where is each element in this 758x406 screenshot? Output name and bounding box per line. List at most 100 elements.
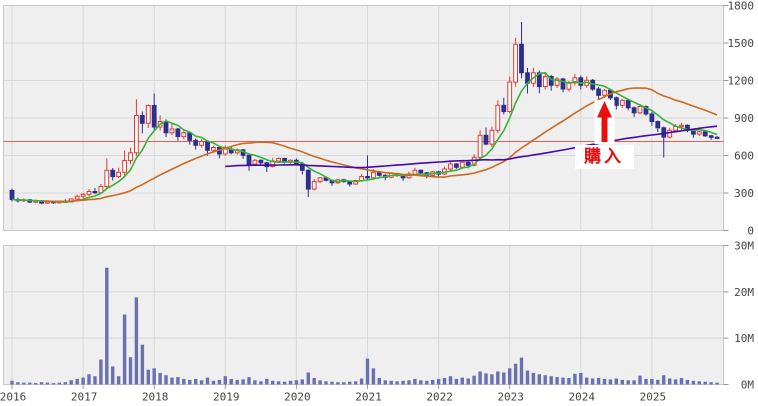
volume-bar [377,378,381,385]
volume-bar [436,378,441,385]
volume-bar [188,379,192,385]
volume-axis-label: 0M [741,379,755,392]
volume-bar [662,375,666,385]
volume-bar [265,378,269,385]
candle-body [578,77,584,86]
volume-bar [567,378,571,385]
candle-body [9,190,15,200]
x-axis-year-label: 2018 [142,391,169,404]
volume-bar [22,382,26,385]
x-axis-year-label: 2019 [213,391,240,404]
candle-body [649,113,655,122]
candle-body [489,129,495,145]
candle-body [371,171,376,179]
volume-bar [348,381,352,385]
volume-bar [460,377,464,385]
volume-bar [16,382,20,385]
volume-bar [199,380,204,385]
volume-bar [697,381,701,385]
volume-bar [448,376,453,385]
volume-bar [87,374,91,385]
volume-bar [656,379,660,385]
volume-bar [324,381,328,385]
x-axis-year-label: 2022 [426,391,453,404]
x-axis-year-label: 2024 [569,391,596,404]
ma-line-short [11,71,718,203]
volume-bar [496,371,500,385]
volume-bar [454,378,459,385]
volume-bar [75,378,79,385]
price-axis-label: 0 [747,225,754,238]
volume-bar [312,378,316,385]
volume-bar [63,382,67,385]
volume-bar [353,381,358,385]
volume-bar [217,379,222,385]
volume-bar [45,382,50,385]
candle-body [299,163,305,171]
volume-axis-label: 10M [734,332,754,345]
price-axis-label: 1800 [728,0,755,13]
volume-bar [330,381,334,385]
volume-bar [241,379,245,385]
volume-bar [342,382,346,385]
candle-body [548,76,554,86]
volume-bar [99,359,103,385]
candle-body [572,77,578,84]
volume-bar [271,380,275,385]
candle-body [145,105,151,124]
candle-body [151,105,157,128]
candle-body [74,195,80,200]
volume-bar [39,382,44,385]
volume-bar [152,368,156,385]
candle-body [134,115,139,154]
volume-bar [282,381,287,385]
volume-bar [620,379,624,385]
volume-bar [685,379,690,385]
volume-bar [318,380,322,385]
candle-body [714,136,720,139]
volume-bar [140,344,145,385]
candle-body [305,169,311,190]
volume-bar [419,380,423,385]
candle-body [222,148,228,155]
candle-body [696,131,702,135]
candle-body [513,43,519,83]
candle-body [602,89,607,96]
volume-bar [170,377,174,385]
volume-bar [555,377,559,385]
candle-body [507,81,513,112]
volume-bar [57,382,62,385]
candle-body [122,160,127,173]
volume-axis-label: 30M [734,240,754,253]
candle-body [501,104,507,113]
candle-body [560,78,566,90]
volume-bar [105,267,109,385]
candle-body [614,97,619,106]
volume-bar [128,357,133,385]
volume-bar [703,381,707,385]
volume-bar [596,378,601,385]
candle-body [625,99,631,109]
volume-bar [10,380,14,385]
price-axis-label: 600 [734,150,754,163]
candle-body [246,154,252,165]
volume-bar [425,380,429,385]
volume-bar [371,368,376,385]
volume-bar [549,376,553,385]
candle-body [86,191,92,195]
volume-bar [602,378,607,385]
x-axis-year-label: 2023 [497,391,524,404]
volume-bar [365,358,370,385]
candle-body [80,193,86,197]
volume-bar [715,382,719,385]
volume-bar [146,369,150,385]
candle-body [252,159,258,165]
volume-bar [608,379,613,385]
x-axis-year-label: 2025 [640,391,667,404]
volume-bar [194,378,198,385]
candle-body [667,129,673,138]
candle-body [637,106,643,114]
volume-bar [51,383,56,385]
candle-body [554,78,560,86]
volume-bar [288,380,293,385]
